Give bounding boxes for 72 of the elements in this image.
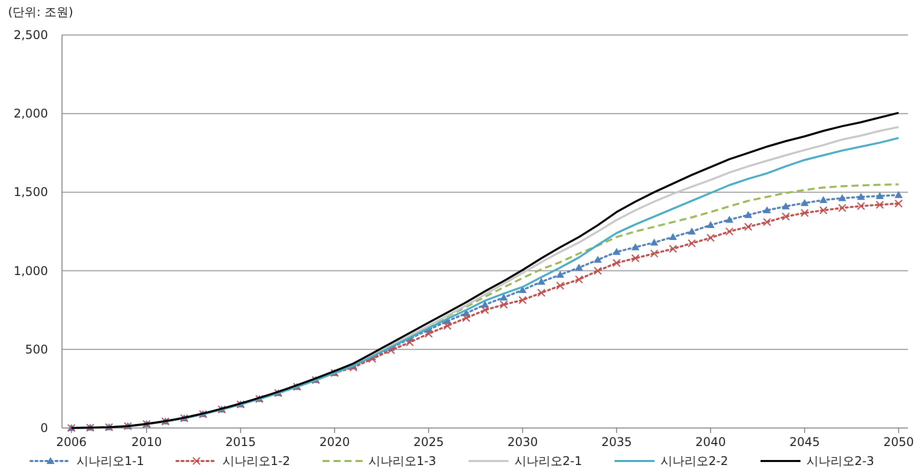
y-tick-label: 1,000 (14, 264, 48, 278)
point (594, 256, 602, 263)
point (838, 194, 846, 202)
x-tick-label: 2030 (507, 435, 538, 449)
x-tick-label: 2015 (225, 435, 256, 449)
point (706, 234, 715, 242)
point (594, 266, 602, 275)
y-tick-label: 1,500 (14, 185, 48, 200)
point (518, 296, 527, 304)
point (856, 202, 866, 210)
point (782, 212, 790, 221)
legend-label: 시나리오1-3 (368, 454, 436, 468)
x-tick-label: 2040 (695, 435, 726, 449)
point (650, 238, 658, 246)
y-tick-label: 500 (25, 342, 48, 356)
point (819, 206, 828, 214)
point (838, 204, 846, 212)
x-tick-label: 2010 (131, 435, 162, 449)
point (537, 278, 546, 285)
y-axis-title: (단위: 조원) (8, 5, 74, 19)
point (537, 288, 546, 297)
point (443, 322, 452, 330)
point (762, 218, 772, 226)
point (612, 248, 621, 255)
point (424, 330, 433, 338)
point (574, 275, 584, 284)
point (688, 228, 696, 234)
legend-label: 시나리오2-2 (660, 454, 728, 468)
point (500, 294, 508, 301)
point (744, 210, 752, 218)
point (386, 346, 396, 354)
point (800, 199, 809, 206)
point (650, 249, 658, 258)
point (480, 306, 490, 314)
x-tick-label: 2035 (601, 435, 632, 449)
point (612, 258, 621, 268)
legend-label: 시나리오1-1 (76, 454, 144, 468)
point (556, 282, 564, 290)
point (631, 254, 640, 262)
point (876, 192, 884, 199)
x-tick-label: 2020 (319, 435, 350, 449)
point (894, 199, 903, 208)
point (763, 206, 771, 214)
point (631, 243, 640, 250)
x-tick-label: 2025 (413, 435, 444, 449)
point (857, 192, 865, 200)
point (782, 202, 790, 210)
point (706, 221, 715, 228)
y-tick-label: 2,000 (14, 106, 48, 121)
x-tick-label: 2006 (56, 435, 87, 449)
point (575, 264, 583, 271)
point (556, 270, 564, 278)
point (894, 191, 903, 198)
point (725, 216, 734, 223)
point (744, 222, 752, 231)
legend-label: 시나리오1-2 (222, 454, 290, 468)
point (688, 239, 696, 248)
legend-label: 시나리오2-1 (514, 454, 582, 468)
y-tick-label: 0 (40, 421, 48, 435)
point (669, 233, 677, 240)
point (800, 208, 809, 218)
y-tick-label: 2,500 (14, 28, 48, 42)
point (876, 200, 884, 209)
point (462, 314, 470, 322)
x-tick-label: 2045 (789, 435, 820, 449)
point (725, 227, 734, 236)
point (819, 196, 828, 204)
legend-label: 시나리오2-3 (806, 454, 874, 468)
point (406, 338, 414, 346)
point (500, 300, 508, 309)
point (668, 244, 678, 253)
x-tick-label: 2050 (883, 435, 914, 449)
